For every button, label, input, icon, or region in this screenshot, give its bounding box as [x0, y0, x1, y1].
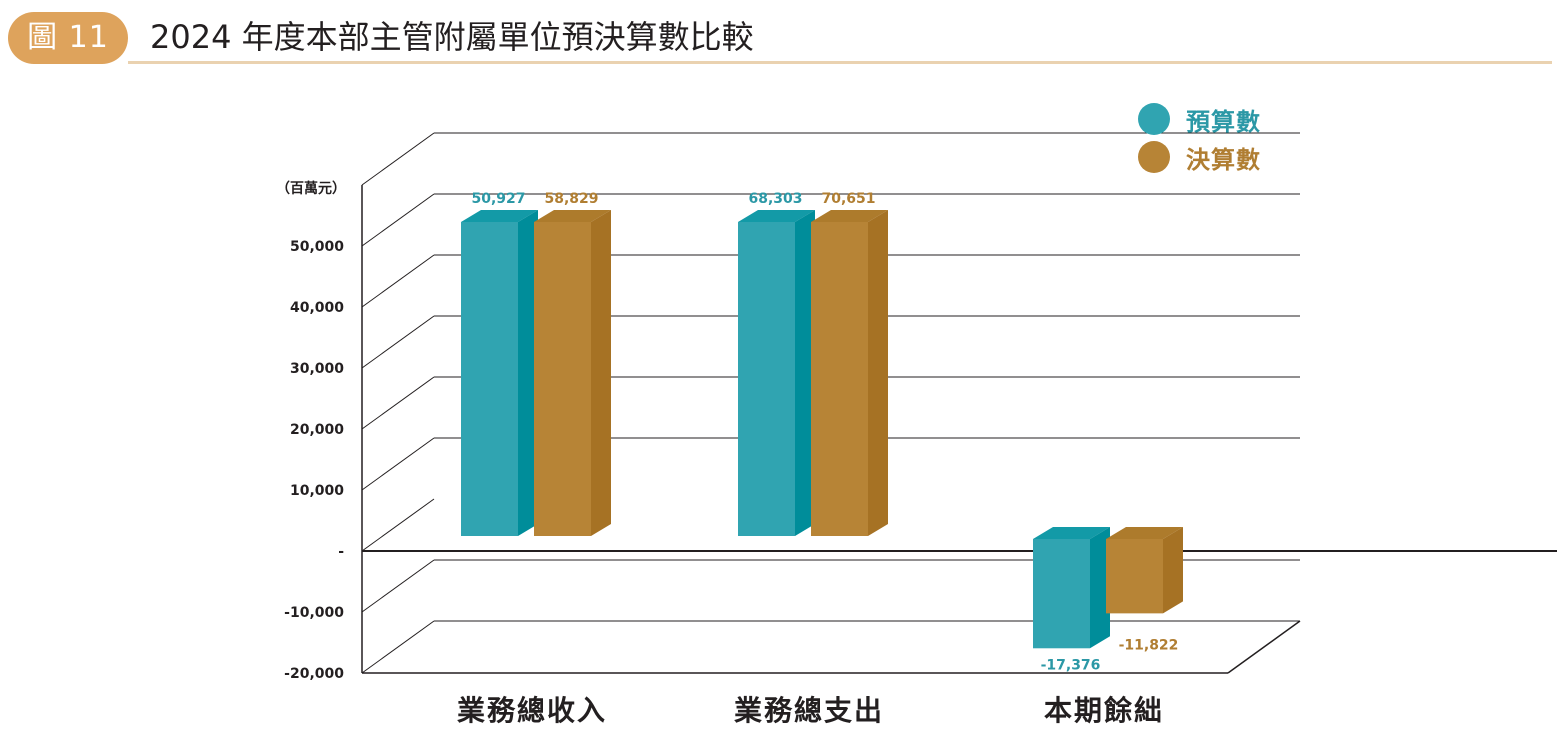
gridline-diagonal-6 [361, 254, 435, 308]
bar-1-1 [811, 222, 868, 536]
y-tick-label-6: 40,000 [290, 300, 344, 316]
bar-top-0-1 [534, 210, 611, 222]
data-label-0-0: 50,927 [471, 191, 525, 207]
category-label-1: 業務總支出 [734, 694, 884, 727]
data-label-1-1: 70,651 [821, 191, 875, 207]
bar-0-0 [461, 222, 518, 536]
chart-axes [361, 185, 1557, 674]
figure-number-badge: 圖 11 [8, 12, 128, 64]
bar-top-2-1 [1106, 527, 1183, 539]
y-tick-label-2: - [338, 544, 344, 560]
y-tick-label-7: 50,000 [290, 239, 344, 255]
y-tick-label-5: 30,000 [290, 361, 344, 377]
legend-item-actual: 決算數 [1138, 138, 1261, 176]
gridline-diagonal-1 [361, 559, 435, 613]
data-label-0-1: 58,829 [544, 191, 598, 207]
data-label-2-0: -17,376 [1041, 657, 1101, 673]
bar-top-1-1 [811, 210, 888, 222]
title-divider [128, 61, 1552, 64]
gridline-diagonal-7 [361, 193, 435, 247]
bar-side-0-1 [591, 210, 611, 536]
y-tick-label-3: 10,000 [290, 483, 344, 499]
bar-0-1 [534, 222, 591, 536]
gridline-diagonal-2 [361, 498, 435, 552]
legend-swatch-actual [1138, 141, 1170, 173]
bar-side-1-1 [868, 210, 888, 536]
legend-label-actual: 決算數 [1186, 145, 1261, 174]
data-label-2-1: -11,822 [1119, 637, 1179, 653]
gridline-diagonal-0 [361, 620, 435, 674]
category-label-2: 本期餘絀 [1044, 694, 1164, 727]
legend-swatch-budget [1138, 103, 1170, 135]
figure-header: 圖 11 2024 年度本部主管附屬單位預決算數比較 [0, 0, 1560, 72]
chart-labels: -20,000-10,000-10,00020,00030,00040,0005… [284, 191, 1178, 727]
bar-2-1 [1106, 539, 1163, 614]
data-label-1-0: 68,303 [748, 191, 802, 207]
category-label-0: 業務總收入 [457, 694, 607, 727]
y-tick-label-4: 20,000 [290, 422, 344, 438]
bar-top-2-0 [1033, 527, 1110, 539]
bar-2-0 [1033, 539, 1090, 649]
gridline-diagonal-5 [361, 315, 435, 369]
y-tick-label-0: -20,000 [284, 666, 344, 682]
bar-side-0-0 [518, 210, 538, 536]
floor-edge [1227, 620, 1301, 674]
bar-side-2-1 [1163, 527, 1183, 614]
legend-label-budget: 預算數 [1186, 107, 1261, 136]
bar-top-1-0 [738, 210, 815, 222]
chart-legend: 預算數 決算數 [1138, 100, 1261, 176]
bar-top-0-0 [461, 210, 538, 222]
y-tick-label-1: -10,000 [284, 605, 344, 621]
gridline-diagonal-top [361, 132, 435, 186]
bar-side-2-0 [1090, 527, 1110, 649]
gridline-diagonal-3 [361, 437, 435, 491]
y-axis-unit-label: （百萬元） [276, 181, 346, 197]
figure-title: 2024 年度本部主管附屬單位預決算數比較 [150, 18, 754, 56]
legend-item-budget: 預算數 [1138, 100, 1261, 138]
gridline-diagonal-4 [361, 376, 435, 430]
chart-bars [461, 210, 1183, 649]
bar-1-0 [738, 222, 795, 536]
bar-side-1-0 [795, 210, 815, 536]
